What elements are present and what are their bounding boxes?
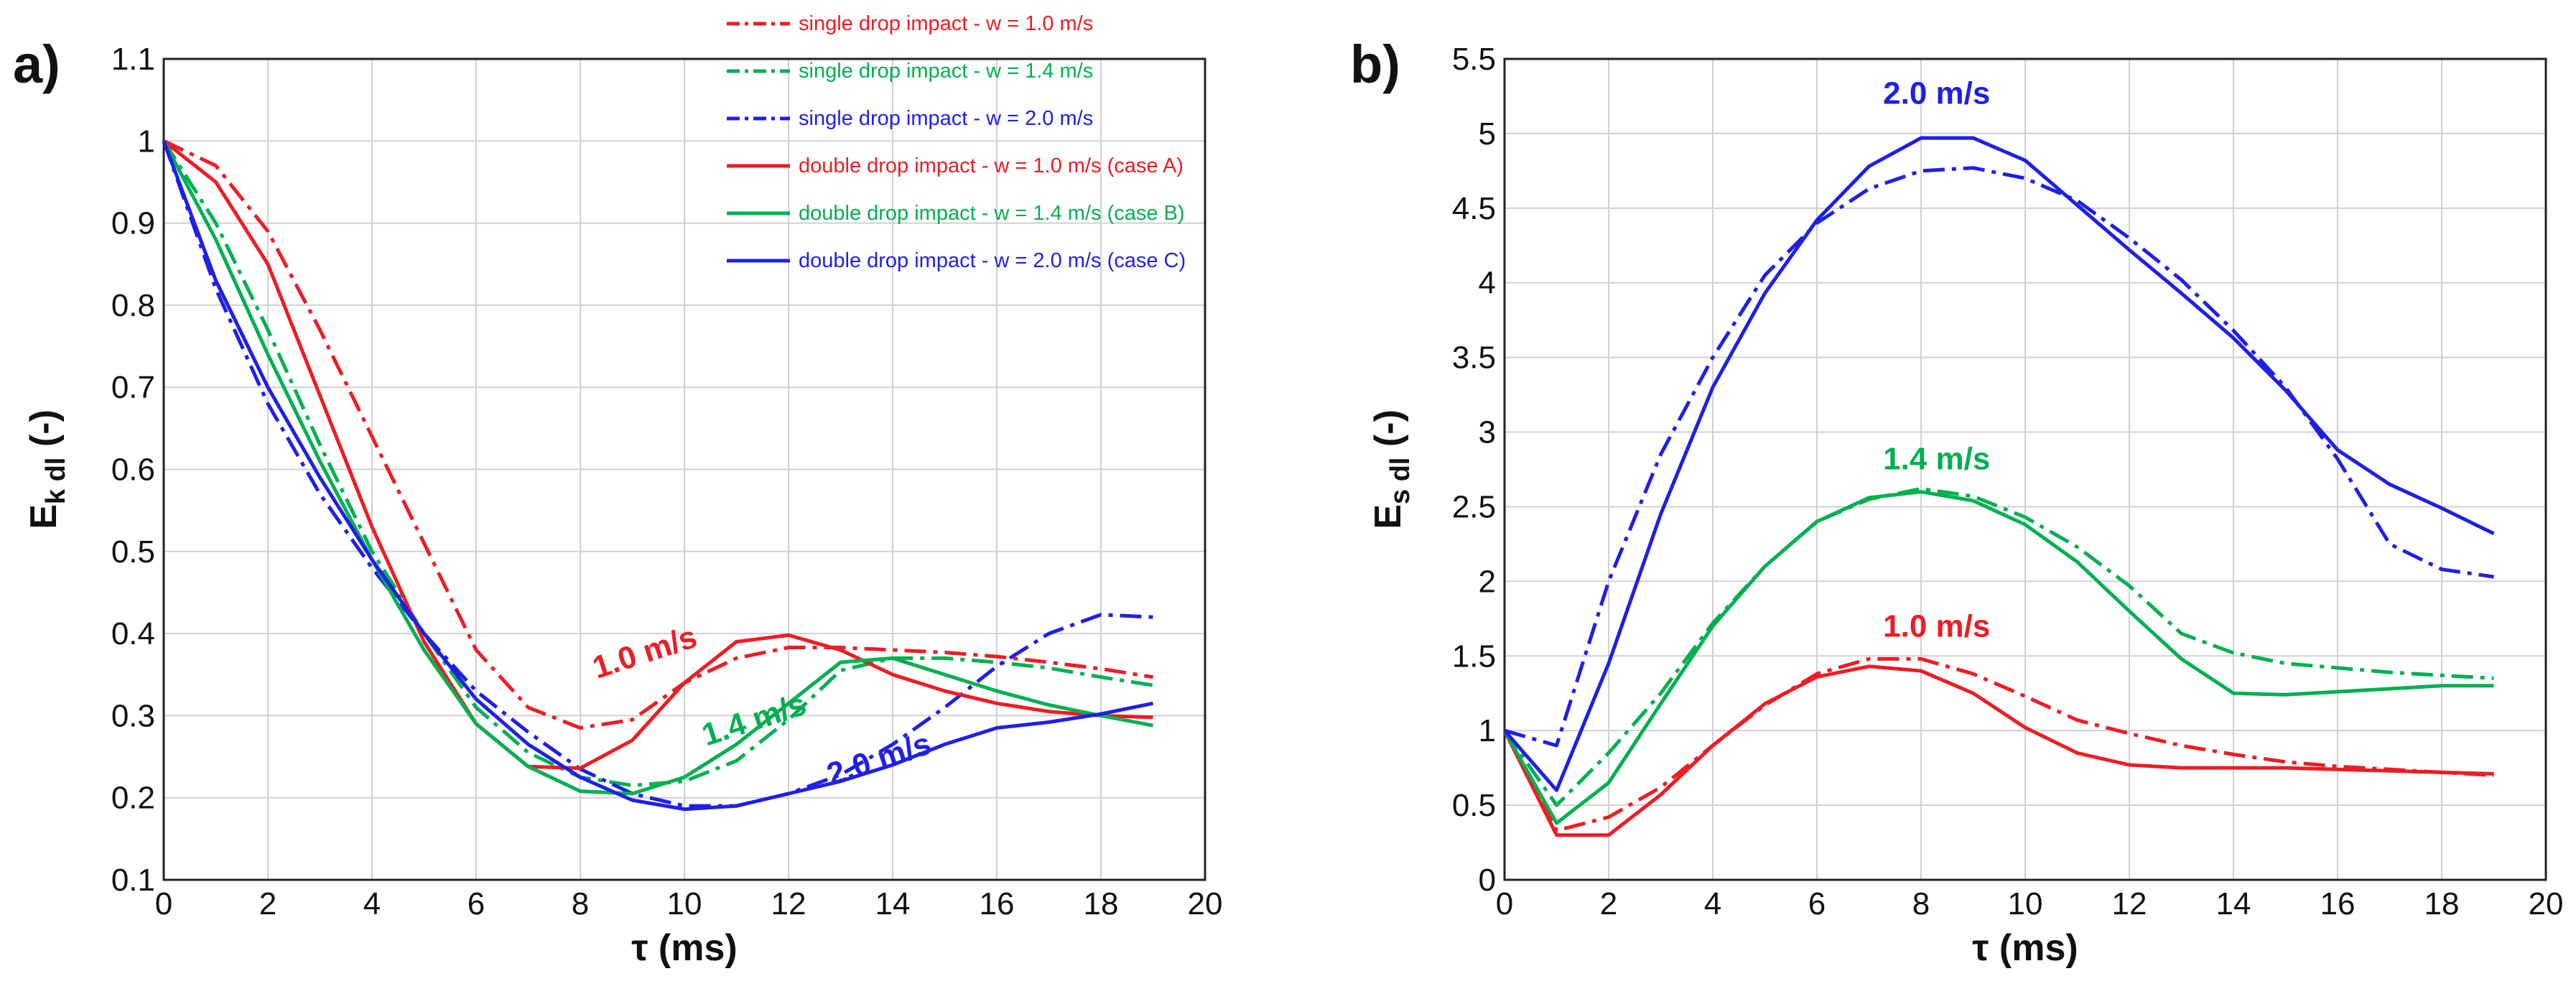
y-tick-label: 0.9 bbox=[111, 206, 155, 241]
legend-entry: single drop impact - w = 1.4 m/s bbox=[799, 60, 1093, 83]
chart-panel-2: 0 2 4 6 8 10 12 14 16 18 20 0 0.5 1 1.5 2 2.5 3 3.5 4 4.5 5 5.… bbox=[1350, 34, 2563, 969]
x-tick-label: 6 bbox=[1808, 886, 1826, 921]
x-tick-label: 0 bbox=[155, 886, 172, 921]
x-tick-label: 10 bbox=[2008, 886, 2043, 921]
series-line-2 bbox=[162, 139, 1153, 788]
series-line-3 bbox=[162, 140, 1153, 808]
y-axis-label-unit: (-) bbox=[1367, 409, 1409, 457]
y-tick-label: 4 bbox=[1479, 266, 1496, 301]
y-tick-label: 4.5 bbox=[1452, 191, 1496, 226]
annotation-label: 1.4 m/s bbox=[1883, 442, 1990, 477]
y-axis-label-sub: k dl bbox=[41, 458, 71, 504]
y-tick-label: 0.6 bbox=[111, 452, 155, 488]
y-tick-label: 0.8 bbox=[111, 288, 155, 323]
annotation-label: 2.0 m/s bbox=[822, 726, 935, 793]
x-tick-label: 12 bbox=[2112, 886, 2147, 921]
y-tick-label: 0.3 bbox=[111, 698, 155, 733]
y-tick-label: 0.7 bbox=[111, 370, 155, 405]
series-line-6 bbox=[1503, 136, 2495, 792]
y-tick-label: 2.5 bbox=[1452, 489, 1496, 524]
annotation-label: 2.0 m/s bbox=[1883, 75, 1990, 111]
plot-frame bbox=[1503, 57, 2547, 881]
legend-entry: double drop impact - w = 2.0 m/s (case C… bbox=[799, 249, 1186, 272]
x-tick-label: 18 bbox=[1084, 886, 1119, 921]
legend-entry: double drop impact - w = 1.0 m/s (case A… bbox=[799, 154, 1184, 177]
y-tick-label: 0.5 bbox=[1452, 788, 1496, 823]
series-line-2 bbox=[1502, 487, 2494, 807]
legend-entry: single drop impact - w = 2.0 m/s bbox=[799, 107, 1093, 130]
x-tick-label: 0 bbox=[1496, 886, 1513, 921]
x-tick-label: 2 bbox=[259, 886, 276, 921]
y-axis-label-main: E bbox=[1367, 504, 1409, 529]
x-tick-label: 18 bbox=[2424, 886, 2460, 921]
x-tick-label: 12 bbox=[771, 886, 806, 921]
y-tick-label: 2 bbox=[1479, 564, 1496, 599]
x-tick-label: 16 bbox=[2320, 886, 2356, 921]
x-tick-label: 4 bbox=[363, 886, 381, 921]
x-tick-label: 16 bbox=[980, 886, 1015, 921]
y-tick-label: 3.5 bbox=[1452, 340, 1496, 376]
y-tick-label: 1.1 bbox=[111, 42, 155, 77]
series-line-1 bbox=[1502, 656, 2494, 832]
y-tick-label: 0 bbox=[1479, 863, 1496, 898]
plot-frame bbox=[162, 57, 1206, 881]
series-line-5 bbox=[1502, 490, 2494, 825]
y-tick-label: 0.1 bbox=[111, 863, 155, 898]
annotation-label: 1.4 m/s bbox=[697, 687, 810, 753]
x-tick-label: 2 bbox=[1600, 886, 1617, 921]
series-line-4 bbox=[162, 139, 1153, 771]
y-axis-label-unit: (-) bbox=[23, 409, 65, 457]
panel-label: b) bbox=[1350, 34, 1400, 94]
y-axis-label: Es dl (-) bbox=[1367, 409, 1415, 529]
y-axis-label-main: E bbox=[23, 504, 65, 529]
y-tick-label: 3 bbox=[1479, 415, 1496, 450]
x-axis-label: τ (ms) bbox=[1972, 927, 2078, 969]
series-line-1 bbox=[162, 139, 1153, 730]
annotation-label: 1.0 m/s bbox=[1883, 608, 1990, 644]
y-tick-label: 1.5 bbox=[1452, 639, 1496, 674]
y-tick-label: 1 bbox=[138, 124, 155, 159]
y-tick-label: 1 bbox=[1479, 713, 1496, 748]
x-tick-label: 14 bbox=[2216, 886, 2251, 921]
chart-panel-1: 0 2 4 6 8 10 12 14 16 18 20 0.1 0.2 0.3 0.4 0.5 0.6 0.7 0.… bbox=[13, 12, 1222, 969]
y-tick-label: 0.4 bbox=[111, 616, 155, 651]
x-tick-label: 8 bbox=[1912, 886, 1930, 921]
y-tick-label: 0.2 bbox=[111, 781, 155, 816]
series-line-5 bbox=[162, 140, 1153, 796]
x-tick-label: 14 bbox=[875, 886, 911, 921]
x-tick-label: 20 bbox=[2529, 886, 2564, 921]
x-tick-label: 8 bbox=[572, 886, 589, 921]
y-axis-label-sub: s dl bbox=[1385, 458, 1415, 504]
y-tick-label: 0.5 bbox=[111, 534, 155, 570]
series-line-6 bbox=[162, 140, 1154, 812]
x-tick-label: 4 bbox=[1704, 886, 1721, 921]
legend: single drop impact - w = 1.0 m/s single d… bbox=[727, 12, 1186, 272]
x-tick-label: 20 bbox=[1188, 886, 1223, 921]
legend-entry: single drop impact - w = 1.0 m/s bbox=[799, 12, 1093, 35]
y-tick-label: 5.5 bbox=[1452, 42, 1496, 77]
x-tick-label: 6 bbox=[468, 886, 485, 921]
panel-label: a) bbox=[13, 34, 60, 94]
x-axis-label: τ (ms) bbox=[631, 927, 737, 969]
series-line-4 bbox=[1502, 664, 2494, 837]
legend-entry: double drop impact - w = 1.4 m/s (case B… bbox=[799, 202, 1185, 225]
x-tick-label: 10 bbox=[667, 886, 702, 921]
y-axis-label: Ek dl (-) bbox=[23, 409, 71, 529]
series-line-3 bbox=[1504, 166, 2494, 748]
y-tick-label: 5 bbox=[1479, 116, 1496, 152]
